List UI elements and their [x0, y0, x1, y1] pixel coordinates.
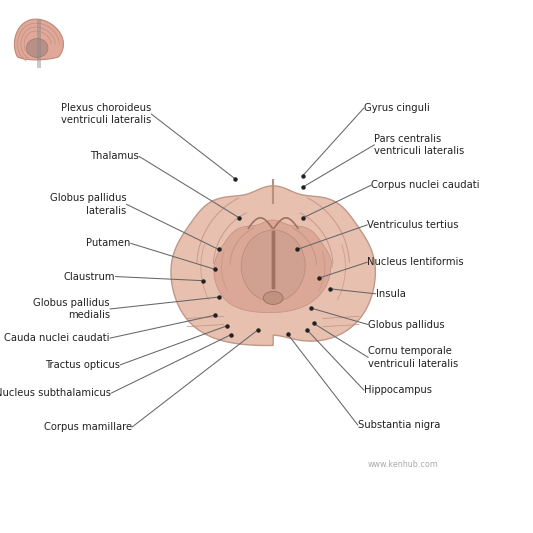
Text: Cauda nuclei caudati: Cauda nuclei caudati [4, 333, 110, 343]
Ellipse shape [27, 38, 48, 58]
Ellipse shape [241, 230, 305, 302]
Text: Gyrus cinguli: Gyrus cinguli [364, 103, 430, 113]
Ellipse shape [263, 292, 283, 304]
Text: Globus pallidus: Globus pallidus [368, 320, 445, 329]
Text: Cornu temporale
ventriculi lateralis: Cornu temporale ventriculi lateralis [368, 346, 458, 369]
Text: Pars centralis
ventriculi lateralis: Pars centralis ventriculi lateralis [374, 134, 465, 156]
Text: Ventriculus tertius: Ventriculus tertius [367, 220, 459, 230]
Text: Hippocampus: Hippocampus [364, 385, 432, 395]
Text: Corpus mamillare: Corpus mamillare [44, 422, 132, 432]
Text: Plexus choroideus
ventriculi lateralis: Plexus choroideus ventriculi lateralis [61, 103, 151, 125]
Text: Corpus nuclei caudati: Corpus nuclei caudati [372, 180, 480, 190]
Text: Insula: Insula [376, 289, 406, 299]
Text: Tractus opticus: Tractus opticus [45, 360, 120, 370]
Text: Nucleus subthalamicus: Nucleus subthalamicus [0, 388, 111, 398]
Text: www.kenhub.com: www.kenhub.com [367, 459, 438, 469]
Text: Putamen: Putamen [86, 238, 131, 248]
Text: HUB: HUB [468, 515, 494, 525]
Polygon shape [171, 186, 375, 345]
Text: Thalamus: Thalamus [90, 151, 139, 161]
Text: Substantia nigra: Substantia nigra [358, 420, 440, 430]
Bar [37, 20, 42, 68]
Text: KEN: KEN [469, 503, 492, 512]
Polygon shape [214, 220, 333, 312]
Polygon shape [14, 19, 63, 60]
Text: Globus pallidus
lateralis: Globus pallidus lateralis [50, 193, 126, 215]
Text: Globus pallidus
medialis: Globus pallidus medialis [34, 298, 110, 320]
Text: Nucleus lentiformis: Nucleus lentiformis [367, 257, 464, 267]
Text: Claustrum: Claustrum [64, 271, 115, 281]
